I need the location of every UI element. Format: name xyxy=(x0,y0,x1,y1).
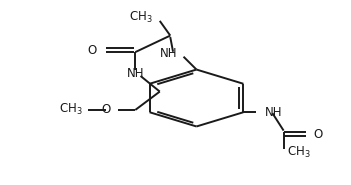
Text: O: O xyxy=(88,44,97,57)
Text: NH: NH xyxy=(160,47,177,60)
Text: O: O xyxy=(101,103,111,116)
Text: CH$_3$: CH$_3$ xyxy=(59,102,83,117)
Text: CH$_3$: CH$_3$ xyxy=(287,145,311,160)
Text: O: O xyxy=(313,128,323,141)
Text: NH: NH xyxy=(264,106,282,119)
Text: CH$_3$: CH$_3$ xyxy=(129,10,153,25)
Text: NH: NH xyxy=(127,67,144,80)
